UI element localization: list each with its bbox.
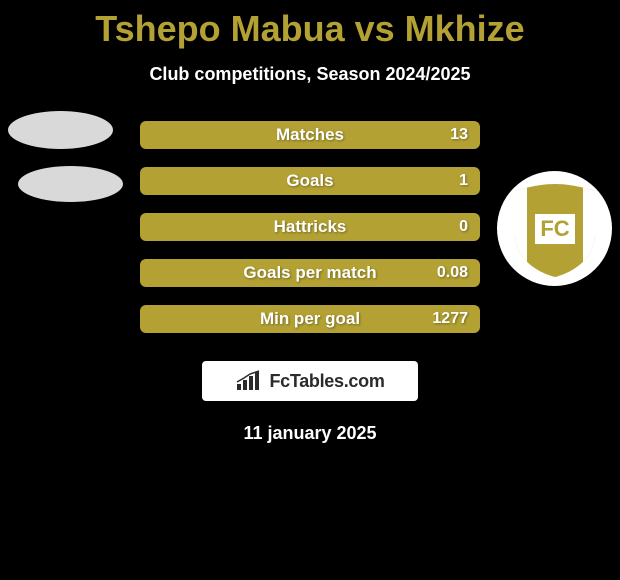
stat-value-right: 13 bbox=[450, 126, 468, 144]
club-shield-icon: FC bbox=[505, 179, 605, 279]
stat-row-matches: Matches 13 bbox=[140, 121, 480, 149]
stat-label: Hattricks bbox=[274, 217, 347, 237]
player-avatar-placeholder-1 bbox=[8, 111, 113, 149]
footer-date: 11 january 2025 bbox=[0, 423, 620, 444]
player-avatar-placeholder-2 bbox=[18, 166, 123, 202]
page-subtitle: Club competitions, Season 2024/2025 bbox=[0, 64, 620, 85]
page-title: Tshepo Mabua vs Mkhize bbox=[0, 0, 620, 50]
club-logo-letters: FC bbox=[540, 216, 569, 241]
root-container: Tshepo Mabua vs Mkhize Club competitions… bbox=[0, 0, 620, 580]
stat-rows: Matches 13 Goals 1 Hattricks 0 Goals per… bbox=[140, 121, 480, 333]
stat-row-hattricks: Hattricks 0 bbox=[140, 213, 480, 241]
stat-value-right: 0 bbox=[459, 218, 468, 236]
stat-label: Min per goal bbox=[260, 309, 360, 329]
brand-text: FcTables.com bbox=[269, 371, 384, 392]
stat-value-right: 1 bbox=[459, 172, 468, 190]
club-logo: FC bbox=[497, 171, 612, 286]
stat-label: Matches bbox=[276, 125, 344, 145]
stat-value-right: 1277 bbox=[432, 310, 468, 328]
brand-badge[interactable]: FcTables.com bbox=[202, 361, 418, 401]
stat-row-min-per-goal: Min per goal 1277 bbox=[140, 305, 480, 333]
stat-row-goals-per-match: Goals per match 0.08 bbox=[140, 259, 480, 287]
bar-chart-icon bbox=[235, 370, 263, 392]
stat-row-goals: Goals 1 bbox=[140, 167, 480, 195]
stat-value-right: 0.08 bbox=[437, 264, 468, 282]
stat-label: Goals bbox=[286, 171, 333, 191]
stats-area: FC Matches 13 Goals 1 Hattricks 0 Goals … bbox=[0, 121, 620, 444]
stat-label: Goals per match bbox=[243, 263, 376, 283]
